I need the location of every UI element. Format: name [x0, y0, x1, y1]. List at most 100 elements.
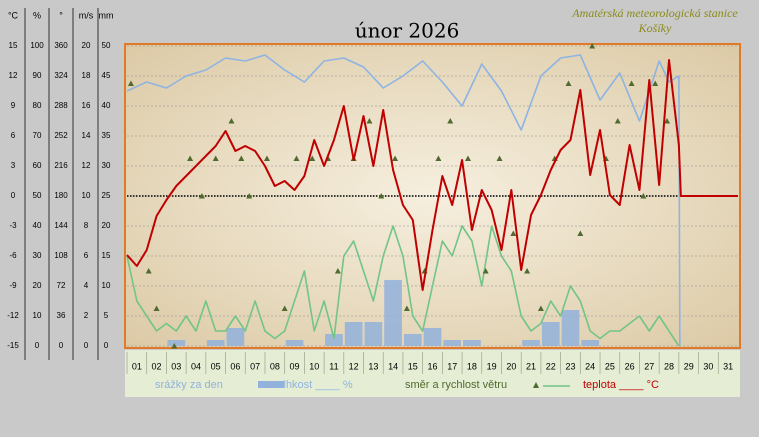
- wind-direction-marker: [589, 43, 596, 49]
- wind-direction-marker: [212, 155, 219, 161]
- wind-direction-marker: [153, 305, 160, 311]
- y-tick-label: 16: [82, 101, 91, 110]
- y-tick-label: 20: [82, 41, 91, 50]
- axis-title: %: [33, 10, 41, 20]
- y-tick-label: 40: [102, 101, 111, 110]
- legend-swatch: [258, 381, 284, 388]
- x-tick-label: 09: [290, 361, 300, 371]
- legend-marker: [533, 382, 539, 388]
- precip-bar: [522, 340, 540, 346]
- precip-bar: [226, 328, 245, 346]
- precip-bar: [581, 340, 600, 346]
- x-tick-label: 25: [605, 361, 615, 371]
- x-tick-label: 20: [506, 361, 516, 371]
- y-tick-label: 20: [33, 281, 42, 290]
- precip-bar: [325, 334, 343, 346]
- subtitle: Amatérská meteorologická stanice Košíky: [572, 6, 738, 35]
- y-tick-label: 2: [84, 311, 89, 320]
- wind-direction-marker: [640, 193, 647, 199]
- x-tick-label: 16: [427, 361, 437, 371]
- y-tick-label: 144: [54, 221, 68, 230]
- legend-label: srážky za den: [155, 379, 223, 391]
- x-tick-label: 18: [467, 361, 477, 371]
- wind-direction-marker: [664, 118, 671, 124]
- x-tick-label: 24: [585, 361, 595, 371]
- x-tick-label: 30: [703, 361, 713, 371]
- precip-bar: [423, 328, 442, 346]
- wind-direction-marker: [447, 118, 454, 124]
- axis-title: °: [59, 10, 63, 20]
- wind-direction-marker: [263, 155, 270, 161]
- subtitle-box: Amatérská meteorologická stanice Košíky: [572, 6, 738, 35]
- precip-bar: [443, 340, 462, 346]
- wind-direction-marker: [652, 80, 659, 86]
- wind-direction-marker: [496, 155, 503, 161]
- y-tick-label: -12: [7, 311, 19, 320]
- y-tick-label: 90: [33, 71, 42, 80]
- x-tick-label: 21: [526, 361, 536, 371]
- y-tick-label: 50: [102, 41, 111, 50]
- axis-title: mm: [99, 10, 114, 20]
- x-tick-label: 05: [211, 361, 221, 371]
- y-tick-label: 100: [30, 41, 44, 50]
- wind-direction-marker: [238, 155, 245, 161]
- y-tick-label: 0: [11, 191, 16, 200]
- wind-direction-marker: [565, 80, 572, 86]
- y-tick-label: 14: [82, 131, 91, 140]
- x-tick-label: 11: [329, 361, 338, 371]
- x-tick-label: 23: [565, 361, 575, 371]
- y-tick-label: -6: [9, 251, 17, 260]
- wind-direction-marker: [246, 193, 253, 199]
- x-tick-label: 12: [349, 361, 359, 371]
- x-tick-label: 04: [191, 361, 201, 371]
- y-tick-label: 72: [57, 281, 66, 290]
- wind-direction-marker: [537, 305, 544, 311]
- wind-direction-marker: [577, 230, 584, 236]
- precip-bar: [167, 340, 186, 346]
- y-tick-label: 180: [54, 191, 68, 200]
- precip-bar: [463, 340, 481, 346]
- y-tick-label: 36: [57, 311, 66, 320]
- y-tick-label: 9: [11, 101, 16, 110]
- precip-bar: [561, 310, 580, 346]
- x-tick-label: 02: [152, 361, 162, 371]
- y-tick-label: 45: [102, 71, 111, 80]
- series-line: [126, 54, 681, 347]
- y-tick-label: 4: [84, 281, 89, 290]
- wind-direction-marker: [482, 268, 489, 274]
- x-tick-label: 26: [625, 361, 635, 371]
- y-tick-label: 0: [104, 341, 109, 350]
- x-tick-label: 17: [447, 361, 457, 371]
- legend-label: směr a rychlost větru: [405, 379, 507, 391]
- y-tick-label: 15: [9, 41, 18, 50]
- precip-bar: [403, 334, 422, 346]
- wind-direction-marker: [228, 118, 235, 124]
- y-tick-label: 30: [33, 251, 42, 260]
- wind-direction-marker: [392, 155, 399, 161]
- y-tick-label: 10: [102, 281, 111, 290]
- y-tick-label: 6: [11, 131, 16, 140]
- y-tick-label: 3: [11, 161, 16, 170]
- chart-title: únor 2026: [355, 19, 460, 43]
- wind-direction-marker: [171, 343, 178, 349]
- x-tick-label: 01: [132, 361, 142, 371]
- wind-direction-marker: [614, 118, 621, 124]
- wind-direction-marker: [366, 118, 373, 124]
- wind-direction-marker: [187, 155, 194, 161]
- wind-direction-marker: [127, 80, 134, 86]
- x-tick-label: 13: [368, 361, 378, 371]
- y-tick-label: 108: [54, 251, 68, 260]
- y-tick-label: 15: [102, 251, 111, 260]
- series-line: [126, 225, 680, 347]
- x-tick-label: 07: [250, 361, 260, 371]
- y-tick-label: 0: [84, 341, 89, 350]
- wind-direction-marker: [510, 230, 517, 236]
- precip-bar: [285, 340, 304, 346]
- x-tick-label: 19: [487, 361, 497, 371]
- y-tick-label: 20: [102, 221, 111, 230]
- y-tick-label: 0: [35, 341, 40, 350]
- x-tick-label: 28: [664, 361, 674, 371]
- x-tick-label: 10: [309, 361, 319, 371]
- legend-label: vlhkost ____ %: [278, 379, 353, 391]
